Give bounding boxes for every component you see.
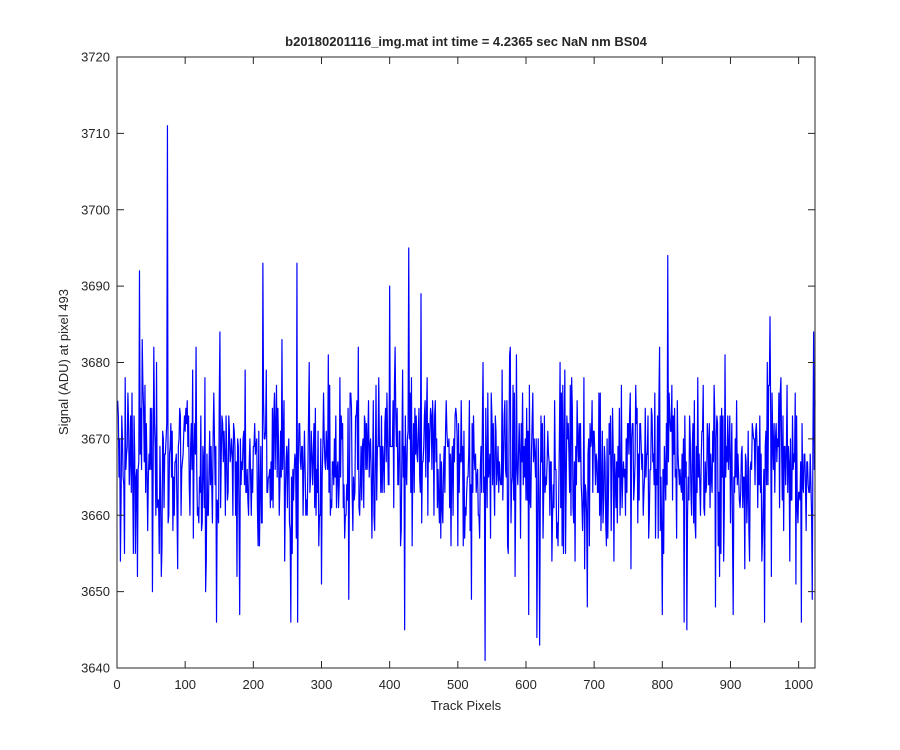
- series-line: [117, 125, 816, 661]
- y-tick-label: 3690: [81, 279, 110, 294]
- chart-title: b20180201116_img.mat int time = 4.2365 s…: [285, 34, 647, 49]
- x-tick-label: 700: [583, 677, 605, 692]
- x-tick-label: 800: [651, 677, 673, 692]
- y-tick-label: 3720: [81, 50, 110, 65]
- x-tick-label: 200: [242, 677, 264, 692]
- x-tick-label: 0: [113, 677, 120, 692]
- y-tick-label: 3700: [81, 202, 110, 217]
- x-tick-label: 1000: [784, 677, 813, 692]
- y-tick-label: 3710: [81, 126, 110, 141]
- x-tick-label: 300: [311, 677, 333, 692]
- y-tick-label: 3670: [81, 431, 110, 446]
- data-layer: [117, 125, 816, 661]
- y-tick-label: 3640: [81, 661, 110, 676]
- x-tick-label: 600: [515, 677, 537, 692]
- x-tick-label: 100: [174, 677, 196, 692]
- y-tick-label: 3660: [81, 508, 110, 523]
- x-axis-label: Track Pixels: [431, 698, 502, 713]
- x-tick-label: 500: [447, 677, 469, 692]
- y-tick-label: 3680: [81, 355, 110, 370]
- y-axis-label: Signal (ADU) at pixel 493: [56, 289, 71, 435]
- axes-layer: 0 100 200 300 400 500 600 700 800 900 1000 3640 3650…: [81, 50, 816, 692]
- x-tick-label: 400: [379, 677, 401, 692]
- y-tick-label: 3650: [81, 584, 110, 599]
- plot-area: [117, 57, 815, 668]
- x-tick-label: 900: [720, 677, 742, 692]
